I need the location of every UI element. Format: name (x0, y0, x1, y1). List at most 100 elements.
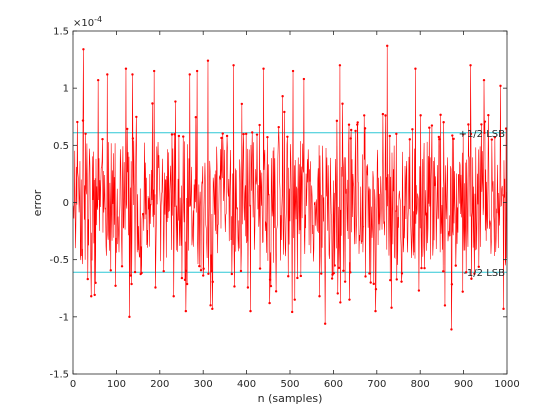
data-point-marker (320, 272, 323, 275)
data-point-marker (461, 133, 465, 136)
data-point-marker (490, 138, 494, 141)
data-point-marker (188, 73, 191, 76)
data-point-marker (202, 267, 205, 270)
data-point-marker (131, 137, 135, 140)
data-point-marker (461, 290, 464, 293)
data-point-marker (381, 112, 385, 116)
data-point-marker (202, 274, 205, 277)
y-tick-label: 0.5 (53, 141, 69, 152)
data-point-marker (290, 310, 294, 314)
data-point-marker (428, 126, 431, 129)
data-point-marker (140, 271, 143, 275)
data-point-marker (194, 116, 198, 119)
data-point-marker (400, 280, 403, 283)
data-point-marker (483, 131, 486, 135)
data-point-marker (135, 115, 138, 119)
data-point-marker (414, 67, 417, 70)
error-series-markers (76, 44, 507, 331)
x-axis-ticks: 0 100 200 300 400 500 600 700 800 900 1000 (70, 31, 520, 390)
data-point-marker (419, 114, 422, 117)
data-point-marker (439, 113, 442, 117)
data-point-marker (408, 138, 411, 141)
data-point-marker (225, 134, 229, 138)
data-point-marker (230, 272, 234, 276)
y-axis-ticks: -1.5 -1 -0.5 0 0.5 1 1.5 (49, 27, 507, 381)
data-point-marker (386, 44, 389, 48)
data-point-marker (109, 269, 112, 272)
data-point-marker (114, 284, 117, 288)
data-point-marker (389, 278, 392, 282)
data-point-marker (242, 132, 245, 136)
reference-line-labels: +1/2 LSB -1/2 LSB (459, 129, 506, 279)
data-point-marker (81, 119, 85, 122)
data-point-marker (442, 270, 445, 273)
data-point-marker (349, 271, 352, 274)
data-point-marker (126, 127, 129, 131)
x-axis-label: n (samples) (258, 392, 323, 405)
data-point-marker (262, 67, 265, 70)
data-point-marker (293, 298, 296, 301)
data-point-marker (388, 134, 392, 138)
data-point-marker (480, 123, 483, 126)
data-point-marker (82, 48, 85, 51)
data-point-marker (84, 132, 87, 136)
data-point-marker (124, 67, 128, 70)
data-point-marker (341, 102, 344, 105)
data-point-marker (185, 282, 189, 286)
data-point-marker (356, 123, 359, 126)
y-tick-label: 1 (63, 84, 69, 95)
data-point-marker (246, 286, 250, 289)
error-series-line (73, 45, 507, 330)
x-tick-label: 1000 (494, 379, 519, 390)
y-tick-label: 1.5 (53, 27, 69, 38)
data-point-marker (411, 128, 414, 131)
data-point-marker (162, 270, 165, 273)
data-point-marker (129, 274, 132, 277)
data-point-marker (467, 123, 470, 126)
data-point-marker (364, 275, 367, 278)
data-point-marker (502, 307, 505, 311)
data-point-marker (438, 138, 441, 141)
data-point-marker (420, 266, 423, 270)
data-point-marker (154, 286, 157, 289)
data-point-marker (183, 278, 187, 282)
data-point-marker (182, 135, 185, 138)
data-point-marker (384, 114, 387, 117)
data-point-marker (211, 280, 214, 284)
data-point-marker (258, 267, 262, 270)
data-point-marker (199, 269, 203, 272)
data-point-marker (354, 129, 357, 133)
data-point-marker (173, 133, 176, 136)
data-point-marker (128, 315, 131, 319)
data-point-marker (249, 309, 252, 313)
x-tick-label: 900 (454, 379, 473, 390)
data-point-marker (131, 73, 134, 76)
data-point-marker (286, 135, 289, 138)
error-series (73, 44, 507, 331)
x-tick-label: 800 (411, 379, 430, 390)
data-point-marker (339, 301, 342, 304)
data-point-marker (283, 110, 286, 114)
data-point-marker (287, 275, 290, 278)
y-axis-label: error (31, 189, 44, 216)
data-point-marker (120, 265, 124, 268)
data-point-marker (220, 136, 223, 140)
data-point-marker (296, 276, 299, 280)
data-point-marker (251, 131, 254, 134)
data-point-marker (483, 120, 487, 123)
data-point-marker (487, 113, 490, 117)
data-point-marker (239, 269, 243, 273)
data-point-marker (443, 304, 447, 307)
data-point-marker (450, 328, 453, 331)
data-point-marker (268, 301, 271, 305)
reference-lines (73, 132, 507, 273)
data-point-marker (211, 307, 214, 311)
data-point-marker (499, 84, 502, 88)
data-point-marker (473, 272, 476, 275)
data-point-marker (337, 266, 341, 270)
data-point-marker (323, 322, 327, 325)
data-point-marker (93, 293, 96, 297)
data-point-marker (349, 128, 353, 132)
data-point-marker (268, 278, 272, 281)
